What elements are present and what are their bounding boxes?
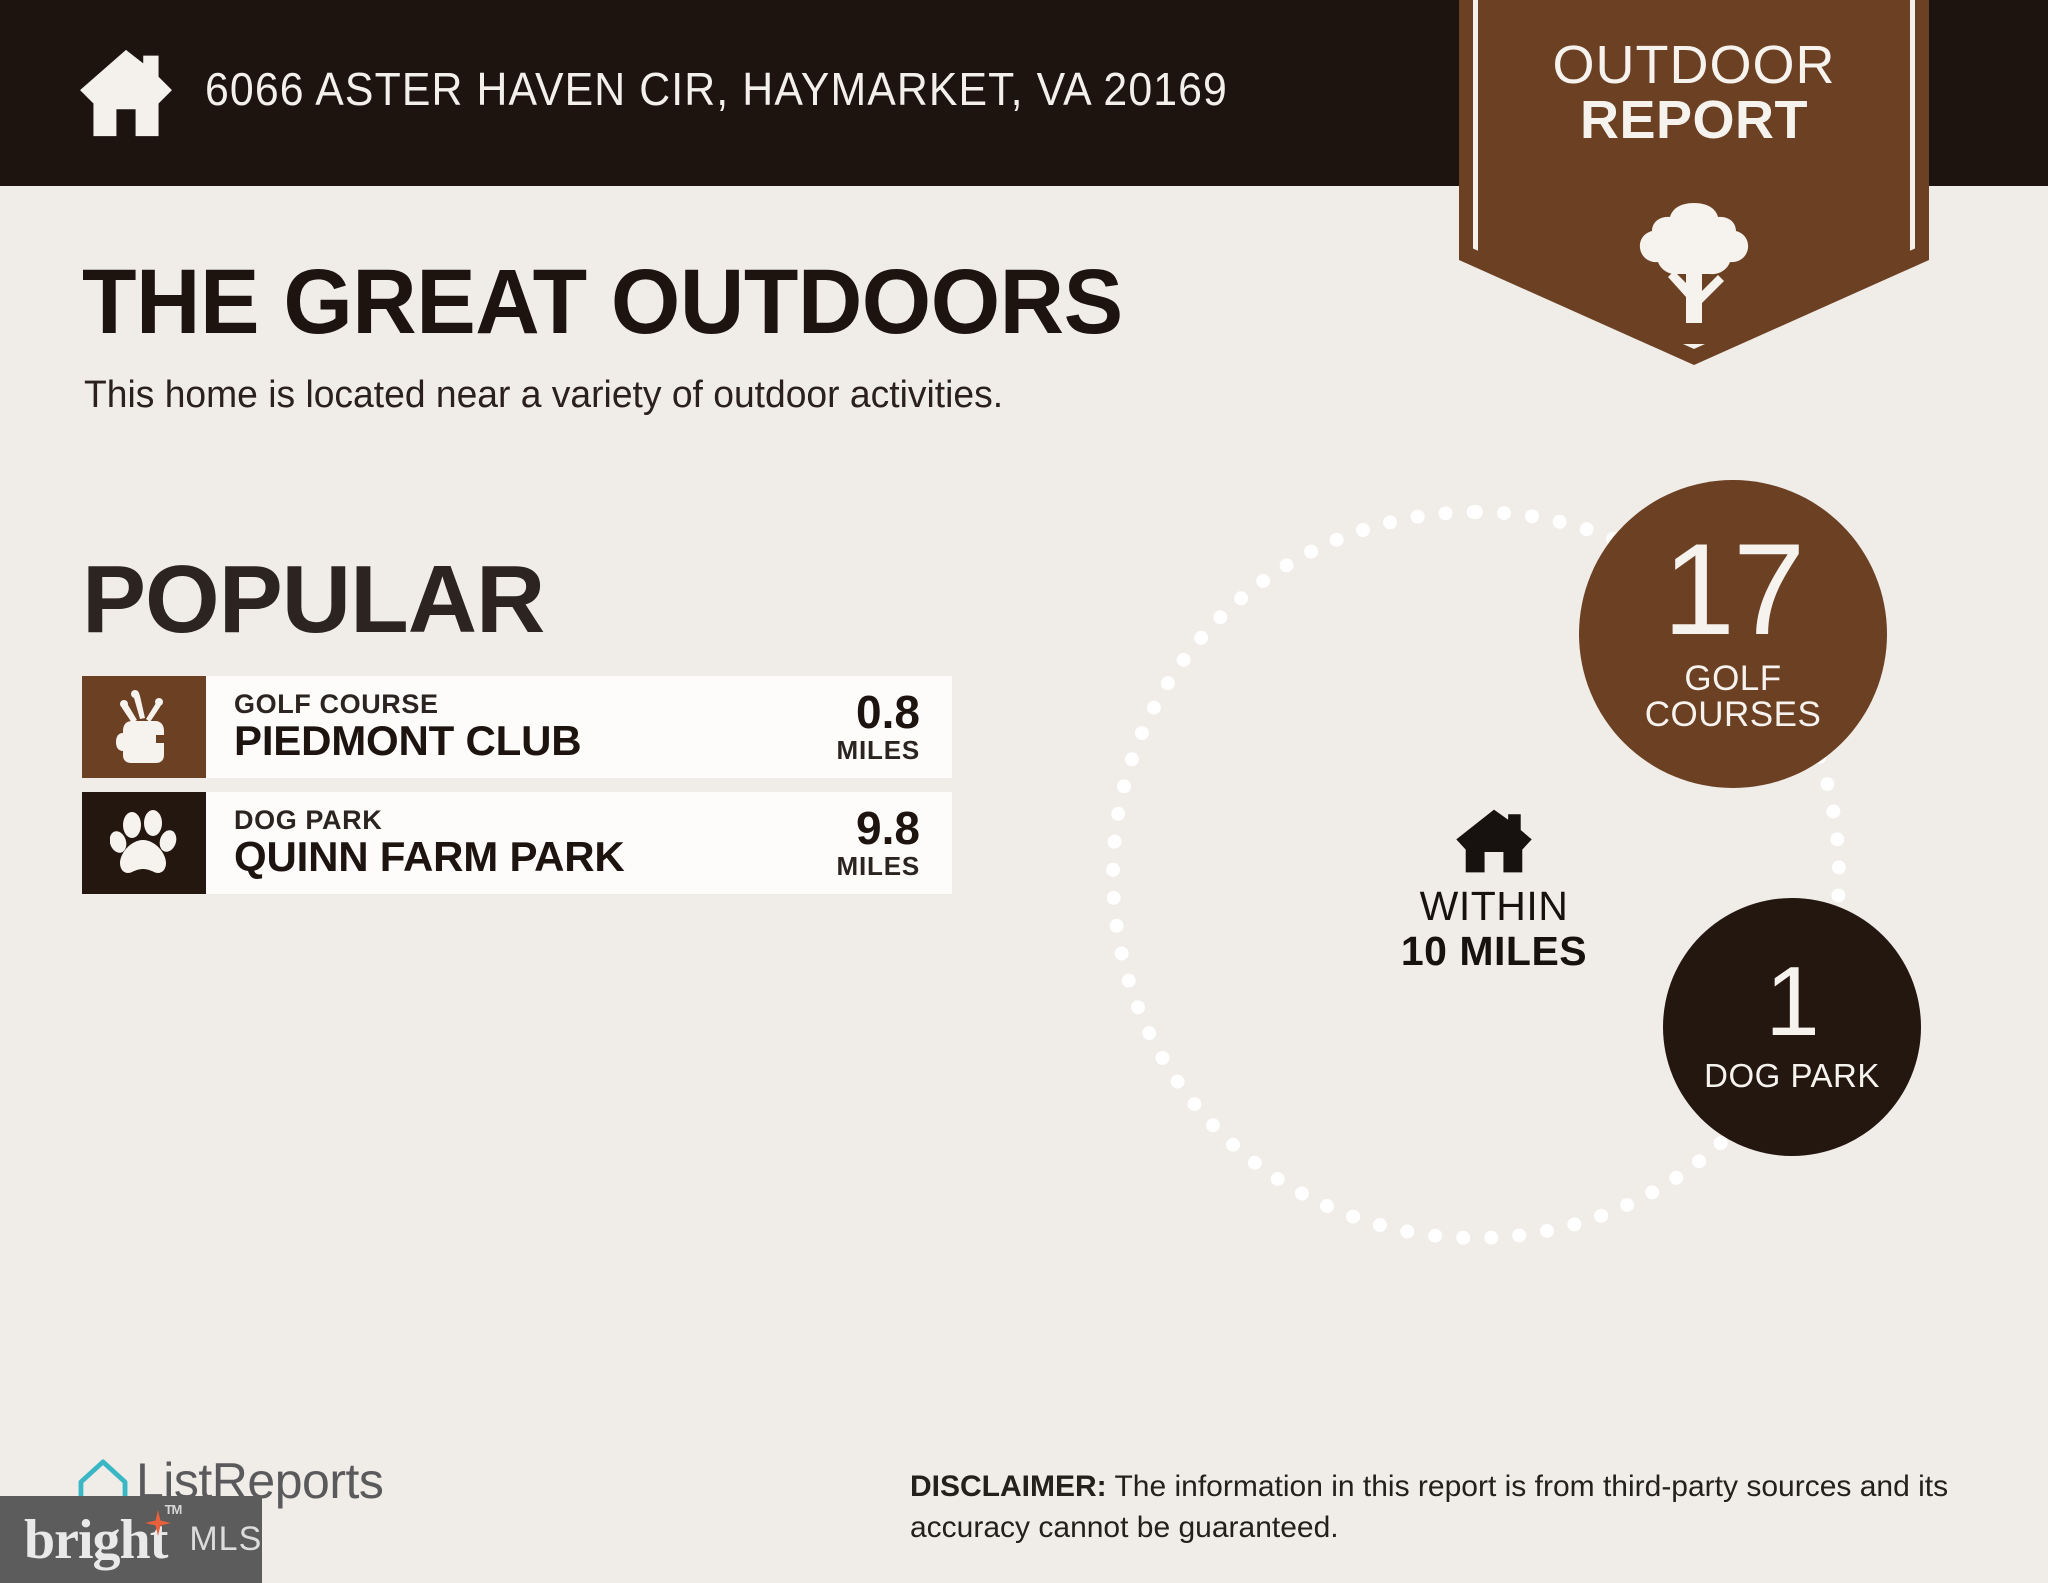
golf-bag-icon [116, 690, 164, 763]
list-item[interactable]: GOLF COURSE PIEDMONT CLUB 0.8 MILES [82, 676, 952, 778]
paw-print-icon [110, 810, 177, 873]
list-item-icon-cell [82, 676, 206, 778]
list-item-distance-value: 0.8 [856, 685, 920, 738]
trademark-symbol: TM [164, 1501, 183, 1517]
list-item-category: GOLF COURSE [234, 689, 439, 720]
section-heading-popular: POPULAR [82, 546, 545, 653]
list-item-distance: 9.8 MILES [837, 805, 930, 882]
badge-title-line2: REPORT [1579, 90, 1809, 151]
disclaimer: DISCLAIMER: The information in this repo… [910, 1466, 2000, 1549]
badge-inner-border [1473, 0, 1915, 349]
list-item-category: DOG PARK [234, 805, 383, 836]
outdoor-report-badge: OUTDOOR REPORT [1459, 0, 1929, 365]
list-item-distance: 0.8 MILES [837, 689, 930, 766]
bubble-golf-courses: 17 GOLF COURSES [1579, 480, 1887, 788]
bubble-label-line2: COURSES [1644, 695, 1822, 735]
list-item-icon-cell [82, 792, 206, 894]
list-item-text: GOLF COURSE PIEDMONT CLUB [234, 689, 582, 765]
property-address: 6066 ASTER HAVEN CIR, HAYMARKET, VA 2016… [205, 63, 1228, 115]
list-item[interactable]: DOG PARK QUINN FARM PARK 9.8 MILES [82, 792, 952, 894]
badge-title: OUTDOOR REPORT [1459, 35, 1929, 151]
mls-text: MLS [189, 1520, 263, 1558]
bubble-count: 1 [1765, 946, 1820, 1057]
list-item-body: DOG PARK QUINN FARM PARK 9.8 MILES [206, 792, 952, 894]
disclaimer-label: DISCLAIMER: [910, 1470, 1107, 1503]
within-line2: 10 MILES [1400, 928, 1588, 975]
page-title: THE GREAT OUTDOORS [82, 251, 1123, 353]
home-icon [1456, 809, 1532, 873]
list-item-distance-value: 9.8 [856, 801, 920, 854]
page-subtitle: This home is located near a variety of o… [84, 374, 1004, 416]
list-item-distance-unit: MILES [836, 734, 920, 765]
star-icon [145, 1509, 172, 1536]
bubble-dog-park: 1 DOG PARK [1663, 898, 1921, 1156]
bubble-label: GOLF COURSES [1644, 658, 1822, 735]
bright-wordmark: bright TM [24, 1502, 182, 1572]
home-icon [80, 49, 172, 137]
disclaimer-text: The information in this report is from t… [910, 1470, 1949, 1545]
badge-title-line1: OUTDOOR [1552, 35, 1836, 95]
within-line1: WITHIN [1419, 883, 1569, 929]
bubble-label-line1: GOLF [1684, 658, 1782, 698]
bubble-label: DOG PARK [1704, 1057, 1880, 1095]
bright-mls-watermark: bright TM MLS [0, 1496, 262, 1583]
list-item-distance-unit: MILES [836, 850, 920, 881]
bubble-label-line1: DOG PARK [1704, 1057, 1880, 1095]
bubble-count: 17 [1662, 516, 1806, 663]
bright-text: bright [24, 1508, 168, 1571]
tree-icon [1639, 203, 1749, 323]
list-item-text: DOG PARK QUINN FARM PARK [234, 806, 625, 880]
list-item-name: PIEDMONT CLUB [234, 717, 582, 765]
popular-list: GOLF COURSE PIEDMONT CLUB 0.8 MILES [82, 676, 952, 908]
list-item-name: QUINN FARM PARK [234, 833, 625, 881]
within-radius-label: WITHIN 10 MILES [1376, 808, 1612, 974]
list-item-body: GOLF COURSE PIEDMONT CLUB 0.8 MILES [206, 676, 952, 778]
